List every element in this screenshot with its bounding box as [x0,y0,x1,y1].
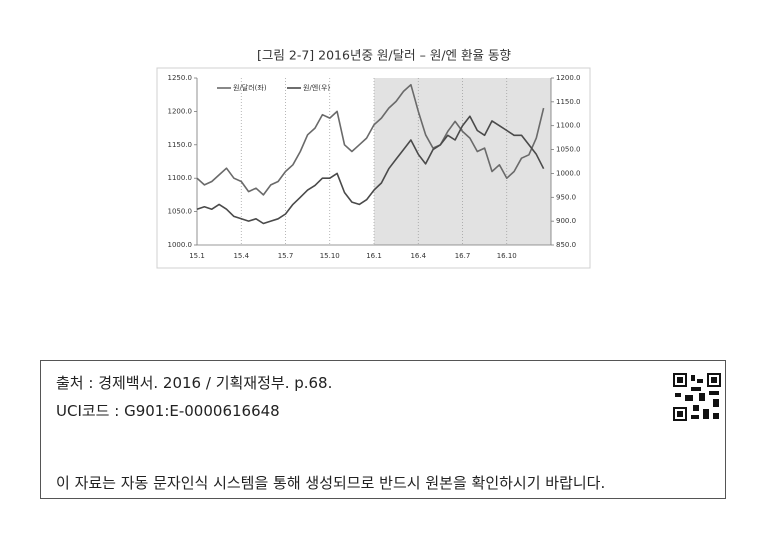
x-tick-label: 16.4 [410,252,426,260]
series-line [196,115,545,225]
y2-tick-label: 900.0 [556,217,576,225]
y-tick-label: 1050.0 [168,208,193,216]
source: 출처 : 경제백서. 2016 / 기획재정부. p.68. [56,374,333,392]
chart-frame [156,67,591,269]
legend-label: 원/달러(좌) [233,83,267,92]
y-tick-label: 1000.0 [168,241,193,249]
y-tick-label: 1250.0 [168,74,193,82]
x-tick-label: 15.1 [189,252,205,260]
x-tick-label: 15.4 [233,252,249,260]
y2-tick-label: 1050.0 [556,146,581,154]
x-tick-label: 15.10 [320,252,340,260]
y2-tick-label: 850.0 [556,241,576,249]
y2-tick-label: 1000.0 [556,169,581,177]
uci-code: UCI코드 : G901:E-0000616648 [56,402,280,420]
y2-tick-label: 1200.0 [556,74,581,82]
x-tick-label: 16.7 [455,252,471,260]
y2-tick-label: 1150.0 [556,98,581,106]
notice: 이 자료는 자동 문자인식 시스템을 통해 생성되므로 반드시 원본을 확인하시… [56,474,606,492]
x-tick-label: 16.10 [497,252,517,260]
chart: [그림 2-7] 2016년중 원/달러 – 원/엔 환율 동향 15.1 15.… [156,48,591,269]
y2-tick-label: 1100.0 [556,122,581,130]
qr-code [673,373,721,421]
axes [196,78,552,246]
footer-box [40,360,726,499]
y-tick-label: 1100.0 [168,174,193,182]
y2-tick-label: 950.0 [556,193,576,201]
x-tick-label: 15.7 [278,252,294,260]
y-tick-label: 1150.0 [168,141,193,149]
series-line [196,83,545,196]
legend-label: 원/엔(우) [303,83,330,92]
x-tick-label: 16.1 [366,252,382,260]
y-tick-label: 1200.0 [168,107,193,115]
chart-title: [그림 2-7] 2016년중 원/달러 – 원/엔 환율 동향 [257,48,511,63]
